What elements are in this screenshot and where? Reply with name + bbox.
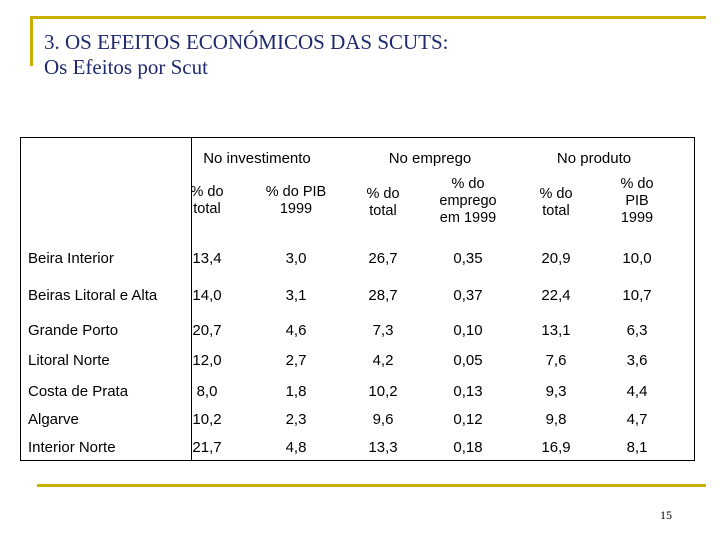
title-line-2: Os Efeitos por Scut bbox=[44, 55, 208, 79]
table-cell: 0,35 bbox=[453, 250, 483, 267]
decorative-top-line bbox=[30, 16, 706, 19]
table-cell: 26,7 bbox=[368, 250, 398, 267]
column-header: % do PIB 1999 bbox=[254, 184, 338, 218]
group-header: No produto bbox=[556, 150, 632, 167]
page-number: 15 bbox=[660, 508, 672, 522]
table-cell: 4,8 bbox=[285, 439, 307, 456]
column-header: % do emprego em 1999 bbox=[426, 176, 510, 227]
column-header: % do total bbox=[514, 186, 598, 220]
row-label: Costa de Prata bbox=[28, 383, 129, 400]
table-cell: 4,2 bbox=[372, 352, 394, 369]
column-header-line: 1999 bbox=[279, 201, 313, 217]
title-line-1: 3. OS EFEITOS ECONÓMICOS DAS SCUTS: bbox=[44, 30, 449, 54]
table-cell: 1,8 bbox=[285, 383, 307, 400]
table-cell: 3,6 bbox=[626, 352, 648, 369]
table-cell: 4,4 bbox=[626, 383, 648, 400]
row-label: Interior Norte bbox=[28, 439, 116, 456]
data-table: No investimento No emprego No produto% do t… bbox=[20, 137, 695, 461]
table-cell: 0,12 bbox=[453, 411, 483, 428]
column-header: % do PIB 1999 bbox=[595, 176, 679, 227]
column-header-line: % do bbox=[620, 176, 654, 192]
table-cell: 0,18 bbox=[453, 439, 483, 456]
table-cell: 0,05 bbox=[453, 352, 483, 369]
table-cell: 12,0 bbox=[192, 352, 222, 369]
column-header: % do total bbox=[341, 186, 425, 220]
row-label: Algarve bbox=[28, 411, 79, 428]
table-cell: 7,6 bbox=[545, 352, 567, 369]
column-header-line: total bbox=[369, 203, 397, 219]
column-header: % do total bbox=[165, 184, 249, 218]
decorative-bottom-line bbox=[37, 484, 706, 487]
table-cell: 10,2 bbox=[368, 383, 398, 400]
slide-title: 3. OS EFEITOS ECONÓMICOS DAS SCUTS: Os E… bbox=[44, 30, 449, 80]
table-cell: 10,7 bbox=[622, 287, 652, 304]
table-cell: 2,7 bbox=[285, 352, 307, 369]
column-header-line: % do PIB bbox=[265, 184, 327, 200]
table-cell: 3,1 bbox=[285, 287, 307, 304]
group-header: No emprego bbox=[388, 150, 472, 167]
column-header-line: em 1999 bbox=[439, 210, 497, 226]
table-cell: 8,1 bbox=[626, 439, 648, 456]
column-header-line: % do bbox=[539, 186, 573, 202]
table-cell: 20,9 bbox=[541, 250, 571, 267]
table-cell: 4,7 bbox=[626, 411, 648, 428]
column-header-line: % do bbox=[190, 184, 224, 200]
row-label-column bbox=[21, 138, 192, 460]
table-cell: 13,4 bbox=[192, 250, 222, 267]
column-header-line: total bbox=[542, 203, 570, 219]
table-cell: 20,7 bbox=[192, 322, 222, 339]
row-label: Litoral Norte bbox=[28, 352, 110, 369]
row-label: Beiras Litoral e Alta bbox=[28, 287, 158, 304]
table-cell: 4,6 bbox=[285, 322, 307, 339]
table-cell: 2,3 bbox=[285, 411, 307, 428]
column-header-line: emprego bbox=[439, 193, 497, 209]
table-cell: 3,0 bbox=[285, 250, 307, 267]
table-cell: 8,0 bbox=[196, 383, 218, 400]
table-cell: 21,7 bbox=[192, 439, 222, 456]
table-cell: 9,8 bbox=[545, 411, 567, 428]
table-cell: 14,0 bbox=[192, 287, 222, 304]
group-header: No investimento bbox=[203, 150, 311, 167]
table-cell: 0,10 bbox=[453, 322, 483, 339]
table-cell: 10,0 bbox=[622, 250, 652, 267]
table-cell: 9,3 bbox=[545, 383, 567, 400]
row-label: Grande Porto bbox=[28, 322, 119, 339]
table-cell: 6,3 bbox=[626, 322, 648, 339]
column-header-line: % do bbox=[451, 176, 485, 192]
column-header-line: 1999 bbox=[620, 210, 654, 226]
column-header-line: PIB bbox=[625, 193, 649, 209]
column-header-line: % do bbox=[366, 186, 400, 202]
table-cell: 13,3 bbox=[368, 439, 398, 456]
table-cell: 16,9 bbox=[541, 439, 571, 456]
table-cell: 22,4 bbox=[541, 287, 571, 304]
table-cell: 0,37 bbox=[453, 287, 483, 304]
column-header-line: total bbox=[193, 201, 221, 217]
table-cell: 10,2 bbox=[192, 411, 222, 428]
table-cell: 7,3 bbox=[372, 322, 394, 339]
table-cell: 28,7 bbox=[368, 287, 398, 304]
row-label: Beira Interior bbox=[28, 250, 114, 267]
table-cell: 0,13 bbox=[453, 383, 483, 400]
table-cell: 13,1 bbox=[541, 322, 571, 339]
table-cell: 9,6 bbox=[372, 411, 394, 428]
decorative-vertical-line bbox=[30, 16, 33, 66]
